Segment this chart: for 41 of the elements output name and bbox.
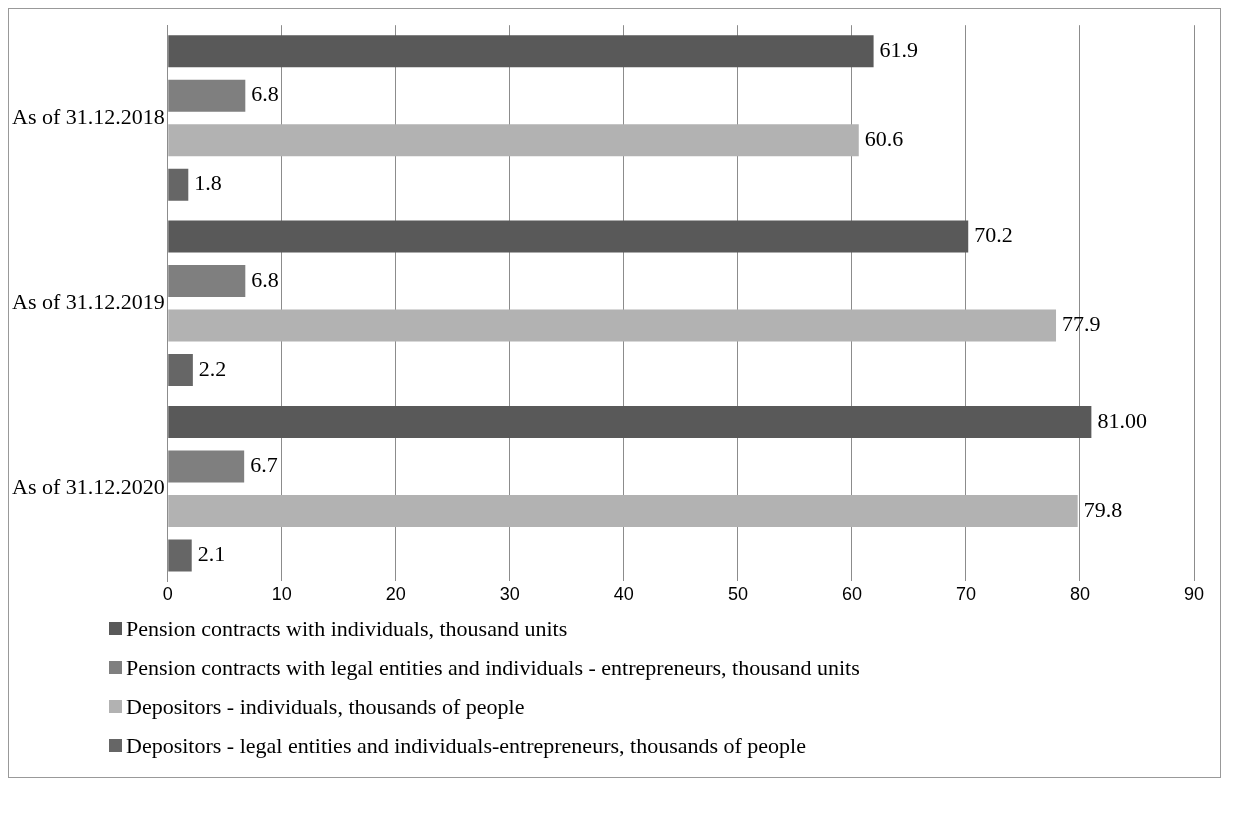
bar <box>168 450 245 483</box>
y-tick-label: As of 31.12.2018 <box>11 103 165 129</box>
x-tick-label: 60 <box>841 584 862 605</box>
legend-label: Depositors - legal entities and individuals-entrepreneurs, thousands of people <box>126 732 806 760</box>
bar <box>168 309 1057 342</box>
x-tick-label: 0 <box>162 584 173 605</box>
legend-label: Depositors - individuals, thousands of people <box>126 693 525 721</box>
data-label: 70.2 <box>974 222 1013 248</box>
bar <box>168 354 193 387</box>
data-label: 81.00 <box>1097 407 1147 433</box>
x-tick-label: 80 <box>1069 584 1090 605</box>
bar <box>168 405 1092 438</box>
bar <box>168 539 192 572</box>
legend-label: Pension contracts with legal entities and individuals - entrepreneurs, thousand units <box>126 654 860 682</box>
data-label: 2.1 <box>197 541 226 567</box>
bar <box>168 265 246 298</box>
x-tick-label: 70 <box>955 584 976 605</box>
bar <box>168 168 189 201</box>
bar <box>168 79 246 112</box>
data-label: 6.8 <box>251 266 279 292</box>
y-tick-label: As of 31.12.2020 <box>11 474 165 500</box>
data-label: 61.9 <box>879 36 919 62</box>
x-tick-label: 90 <box>1183 584 1205 605</box>
x-tick-label: 10 <box>271 584 292 605</box>
x-tick-label: 50 <box>727 584 748 605</box>
x-tick-label: 20 <box>385 584 406 605</box>
data-label: 77.9 <box>1062 311 1101 337</box>
bar <box>168 35 874 68</box>
data-label: 6.7 <box>250 452 278 478</box>
data-label: 2.2 <box>198 355 227 381</box>
bar <box>168 124 859 157</box>
bar <box>168 494 1078 527</box>
legend-label: Pension contracts with individuals, thousand units <box>126 615 568 643</box>
bar <box>168 220 969 253</box>
x-tick-label: 30 <box>499 584 520 605</box>
data-label: 6.8 <box>251 81 279 107</box>
y-tick-label: As of 31.12.2019 <box>11 289 165 315</box>
x-tick-label: 40 <box>613 584 634 605</box>
data-label: 79.8 <box>1083 496 1123 522</box>
data-label: 1.8 <box>194 170 222 196</box>
data-label: 60.6 <box>864 125 904 151</box>
